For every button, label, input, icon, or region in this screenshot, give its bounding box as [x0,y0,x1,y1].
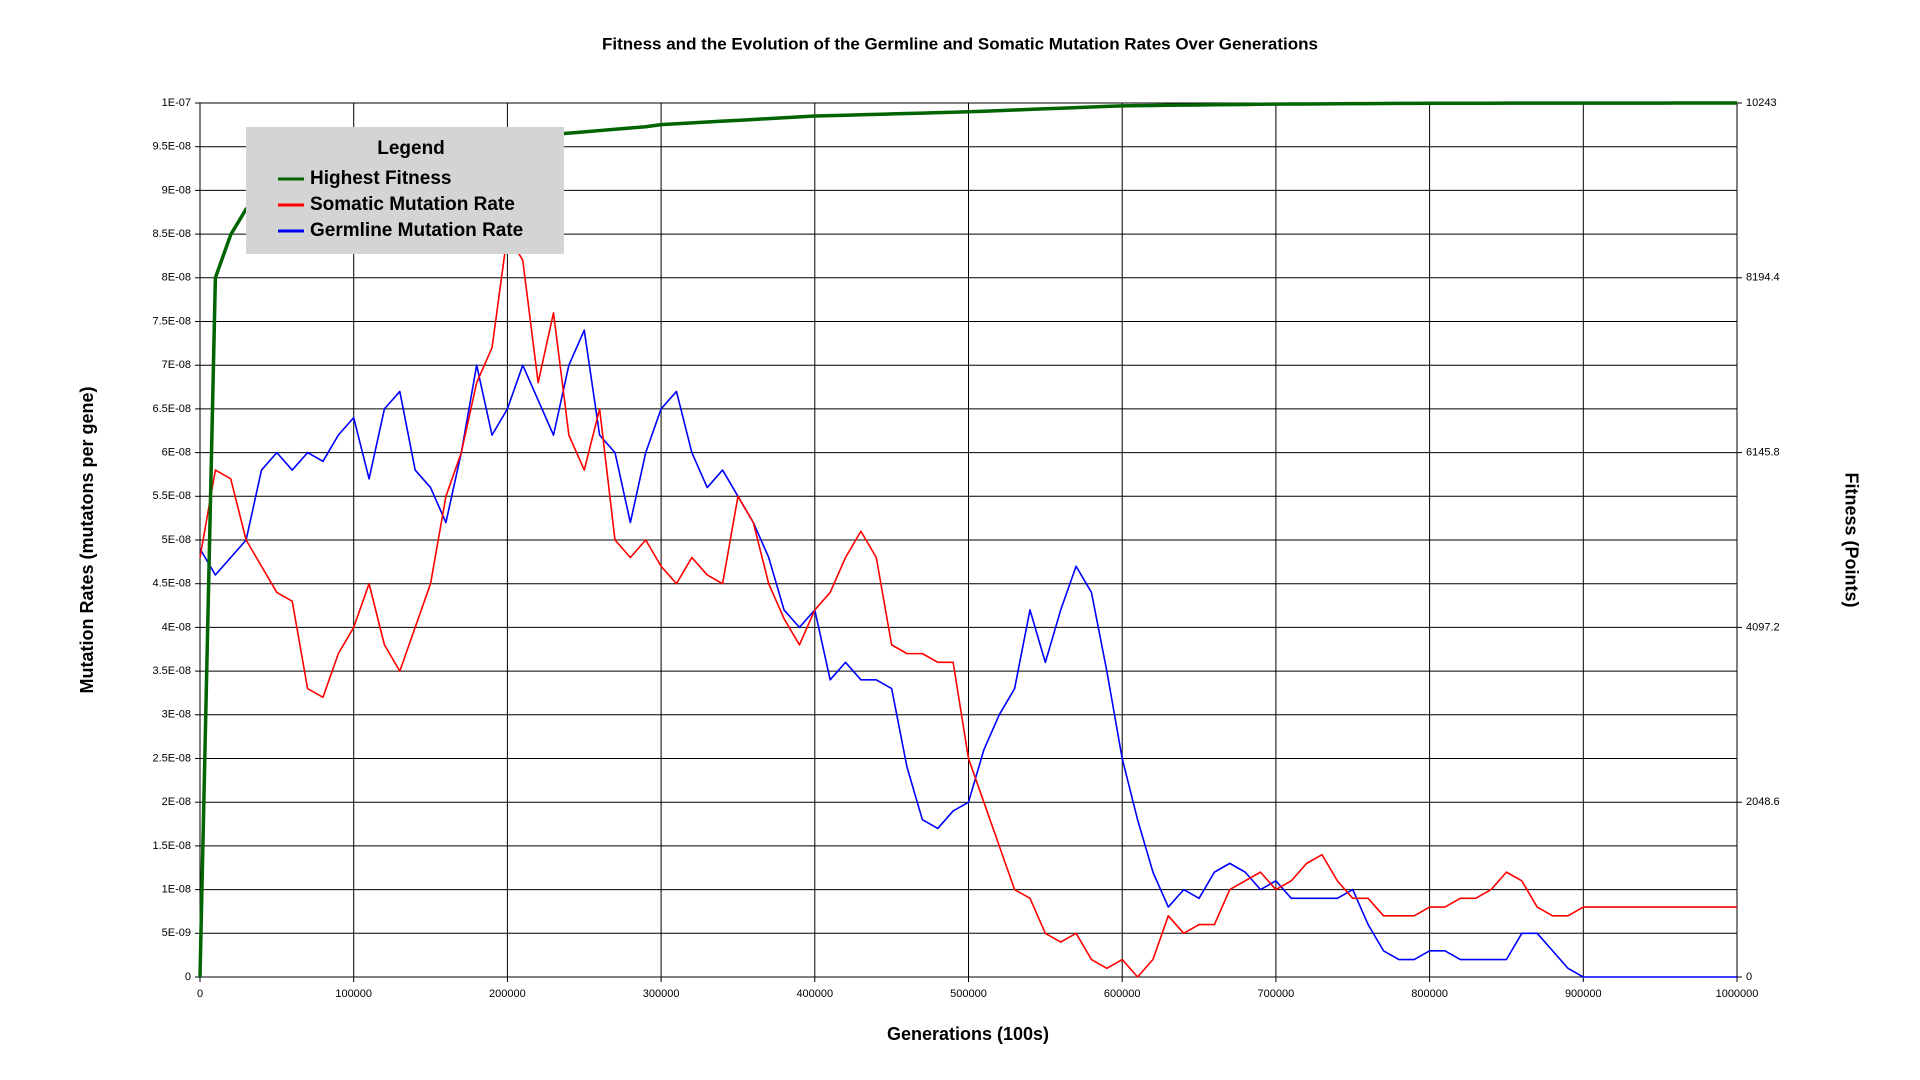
y-tick-label: 3.5E-08 [152,665,191,677]
y-tick-label: 0 [185,971,191,983]
y-tick-label: 6.5E-08 [152,403,191,415]
y-tick-label: 1E-07 [162,97,191,109]
y-tick-label: 7.5E-08 [152,315,191,327]
y2-tick-label: 8194.4 [1746,272,1780,284]
y-tick-label: 2.5E-08 [152,752,191,764]
y-tick-label: 5E-08 [162,534,191,546]
y-tick-label: 2E-08 [162,796,191,808]
y-tick-label: 5.5E-08 [152,490,191,502]
x-tick-label: 100000 [335,988,372,1000]
legend-label: Somatic Mutation Rate [310,194,515,215]
x-tick-label: 900000 [1565,988,1602,1000]
y-tick-label: 8E-08 [162,272,191,284]
y2-axis-label: Fitness (Points) [1841,472,1861,607]
series-line [199,233,1737,978]
y-tick-label: 5E-09 [162,927,191,939]
legend-label: Highest Fitness [310,168,451,189]
chart-title: Fitness and the Evolution of the Germlin… [602,34,1318,53]
plot-border [199,102,1738,978]
x-tick-label: 0 [197,988,203,1000]
y-tick-label: 3E-08 [162,709,191,721]
legend-title: Legend [377,138,445,159]
x-tick-label: 400000 [796,988,833,1000]
y-tick-label: 8.5E-08 [152,228,191,240]
y-tick-label: 4E-08 [162,621,191,633]
y2-tick-label: 4097.2 [1746,621,1780,633]
legend: Legend Highest Fitness Somatic Mutation Ra… [246,127,564,254]
legend-label: Germline Mutation Rate [310,220,523,241]
y2-tick-label: 6145.8 [1746,447,1780,459]
y-tick-label: 1E-08 [162,884,191,896]
y2-tick-label: 10243 [1746,97,1777,109]
y-tick-label: 1.5E-08 [152,840,191,852]
x-tick-label: 300000 [643,988,680,1000]
x-axis-label: Generations (100s) [887,1024,1049,1044]
legend-box [246,127,564,254]
x-tick-label: 200000 [489,988,526,1000]
y-tick-label: 7E-08 [162,359,191,371]
x-tick-label: 800000 [1411,988,1448,1000]
y-tick-label: 4.5E-08 [152,578,191,590]
y-tick-label: 9E-08 [162,184,191,196]
y2-tick-label: 0 [1746,971,1752,983]
y-tick-label: 6E-08 [162,447,191,459]
x-tick-label: 500000 [950,988,987,1000]
y-axis-label: Mutation Rates (mutatons per gene) [77,386,97,693]
x-tick-label: 1000000 [1716,988,1759,1000]
y2-tick-label: 2048.6 [1746,796,1780,808]
x-tick-label: 700000 [1258,988,1295,1000]
series-line [199,329,1737,978]
x-tick-label: 600000 [1104,988,1141,1000]
y-tick-label: 9.5E-08 [152,141,191,153]
